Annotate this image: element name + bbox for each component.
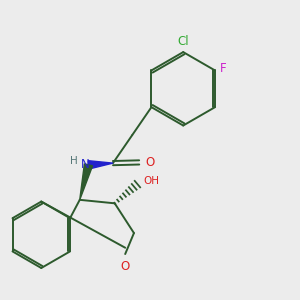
Text: F: F: [220, 62, 227, 75]
Text: H: H: [70, 156, 78, 167]
Text: OH: OH: [144, 176, 160, 186]
Text: N: N: [80, 158, 89, 171]
Text: Cl: Cl: [177, 35, 189, 48]
Text: O: O: [145, 156, 154, 169]
Polygon shape: [80, 164, 93, 200]
Text: O: O: [121, 260, 130, 273]
Polygon shape: [88, 161, 113, 169]
